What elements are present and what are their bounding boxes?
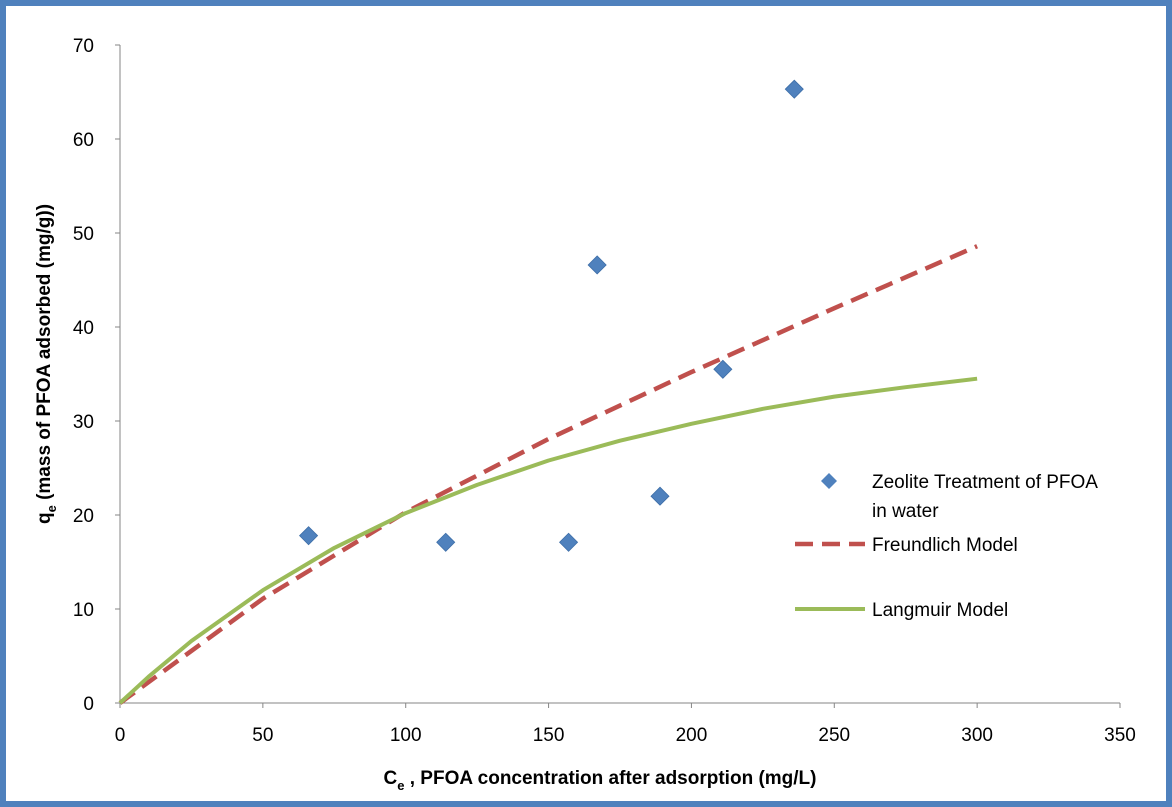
x-axis-title-sub: e bbox=[397, 778, 404, 793]
x-axis-title-sep: , bbox=[404, 768, 420, 789]
data-point bbox=[587, 255, 607, 275]
legend: Zeolite Treatment of PFOA in water Freundl… bbox=[795, 472, 1098, 621]
data-point bbox=[436, 532, 456, 552]
data-point bbox=[650, 486, 670, 506]
x-axis-title-main: C bbox=[383, 768, 397, 789]
x-tick-label: 300 bbox=[961, 725, 993, 746]
series-line bbox=[118, 244, 978, 705]
y-tick-label: 70 bbox=[73, 36, 94, 57]
data-point bbox=[559, 532, 579, 552]
y-tick-label: 30 bbox=[73, 412, 94, 433]
data-point bbox=[713, 359, 733, 379]
legend-label: Langmuir Model bbox=[872, 600, 1008, 621]
legend-item-2: Freundlich Model bbox=[795, 535, 1018, 556]
x-axis-title-rest: PFOA concentration after adsorption (mg/… bbox=[420, 768, 816, 789]
legend-item-1: Zeolite Treatment of PFOA in water bbox=[821, 472, 1098, 522]
legend-label: Zeolite Treatment of PFOA in water bbox=[872, 472, 1098, 522]
series-3 bbox=[118, 376, 978, 705]
data-point bbox=[784, 79, 804, 99]
y-tick-label: 60 bbox=[73, 130, 94, 151]
y-axis-title-rest: (mass of PFOA adsorbed (mg/g)) bbox=[34, 204, 55, 505]
x-tick-label: 100 bbox=[390, 725, 422, 746]
x-tick-label: 0 bbox=[115, 725, 126, 746]
y-tick-label: 50 bbox=[73, 224, 94, 245]
y-tick-label: 10 bbox=[73, 600, 94, 621]
legend-label: Freundlich Model bbox=[872, 535, 1018, 556]
x-axis-title: Ce , PFOA concentration after adsorption… bbox=[383, 768, 816, 793]
y-tick-labels: 0 10 20 30 40 50 60 70 bbox=[73, 36, 120, 715]
series-1 bbox=[299, 79, 804, 552]
x-tick-label: 50 bbox=[252, 725, 273, 746]
axes bbox=[119, 45, 1120, 704]
series-line bbox=[118, 376, 978, 705]
y-tick-label: 40 bbox=[73, 318, 94, 339]
y-tick-label: 0 bbox=[83, 694, 94, 715]
legend-item-3: Langmuir Model bbox=[795, 600, 1008, 621]
y-axis-title-main: q bbox=[34, 512, 55, 524]
x-tick-label: 350 bbox=[1104, 725, 1136, 746]
series-2 bbox=[118, 244, 978, 705]
x-tick-label: 250 bbox=[818, 725, 850, 746]
y-axis-title-sub: e bbox=[44, 505, 59, 512]
legend-marker bbox=[821, 473, 837, 489]
data-point bbox=[299, 526, 319, 546]
x-tick-labels: 0 50 100 150 200 250 300 350 bbox=[115, 703, 1136, 746]
y-axis-title: qe (mass of PFOA adsorbed (mg/g)) bbox=[34, 204, 59, 524]
x-tick-label: 200 bbox=[676, 725, 708, 746]
y-tick-label: 20 bbox=[73, 506, 94, 527]
x-tick-label: 150 bbox=[533, 725, 565, 746]
series-layer bbox=[118, 79, 978, 705]
